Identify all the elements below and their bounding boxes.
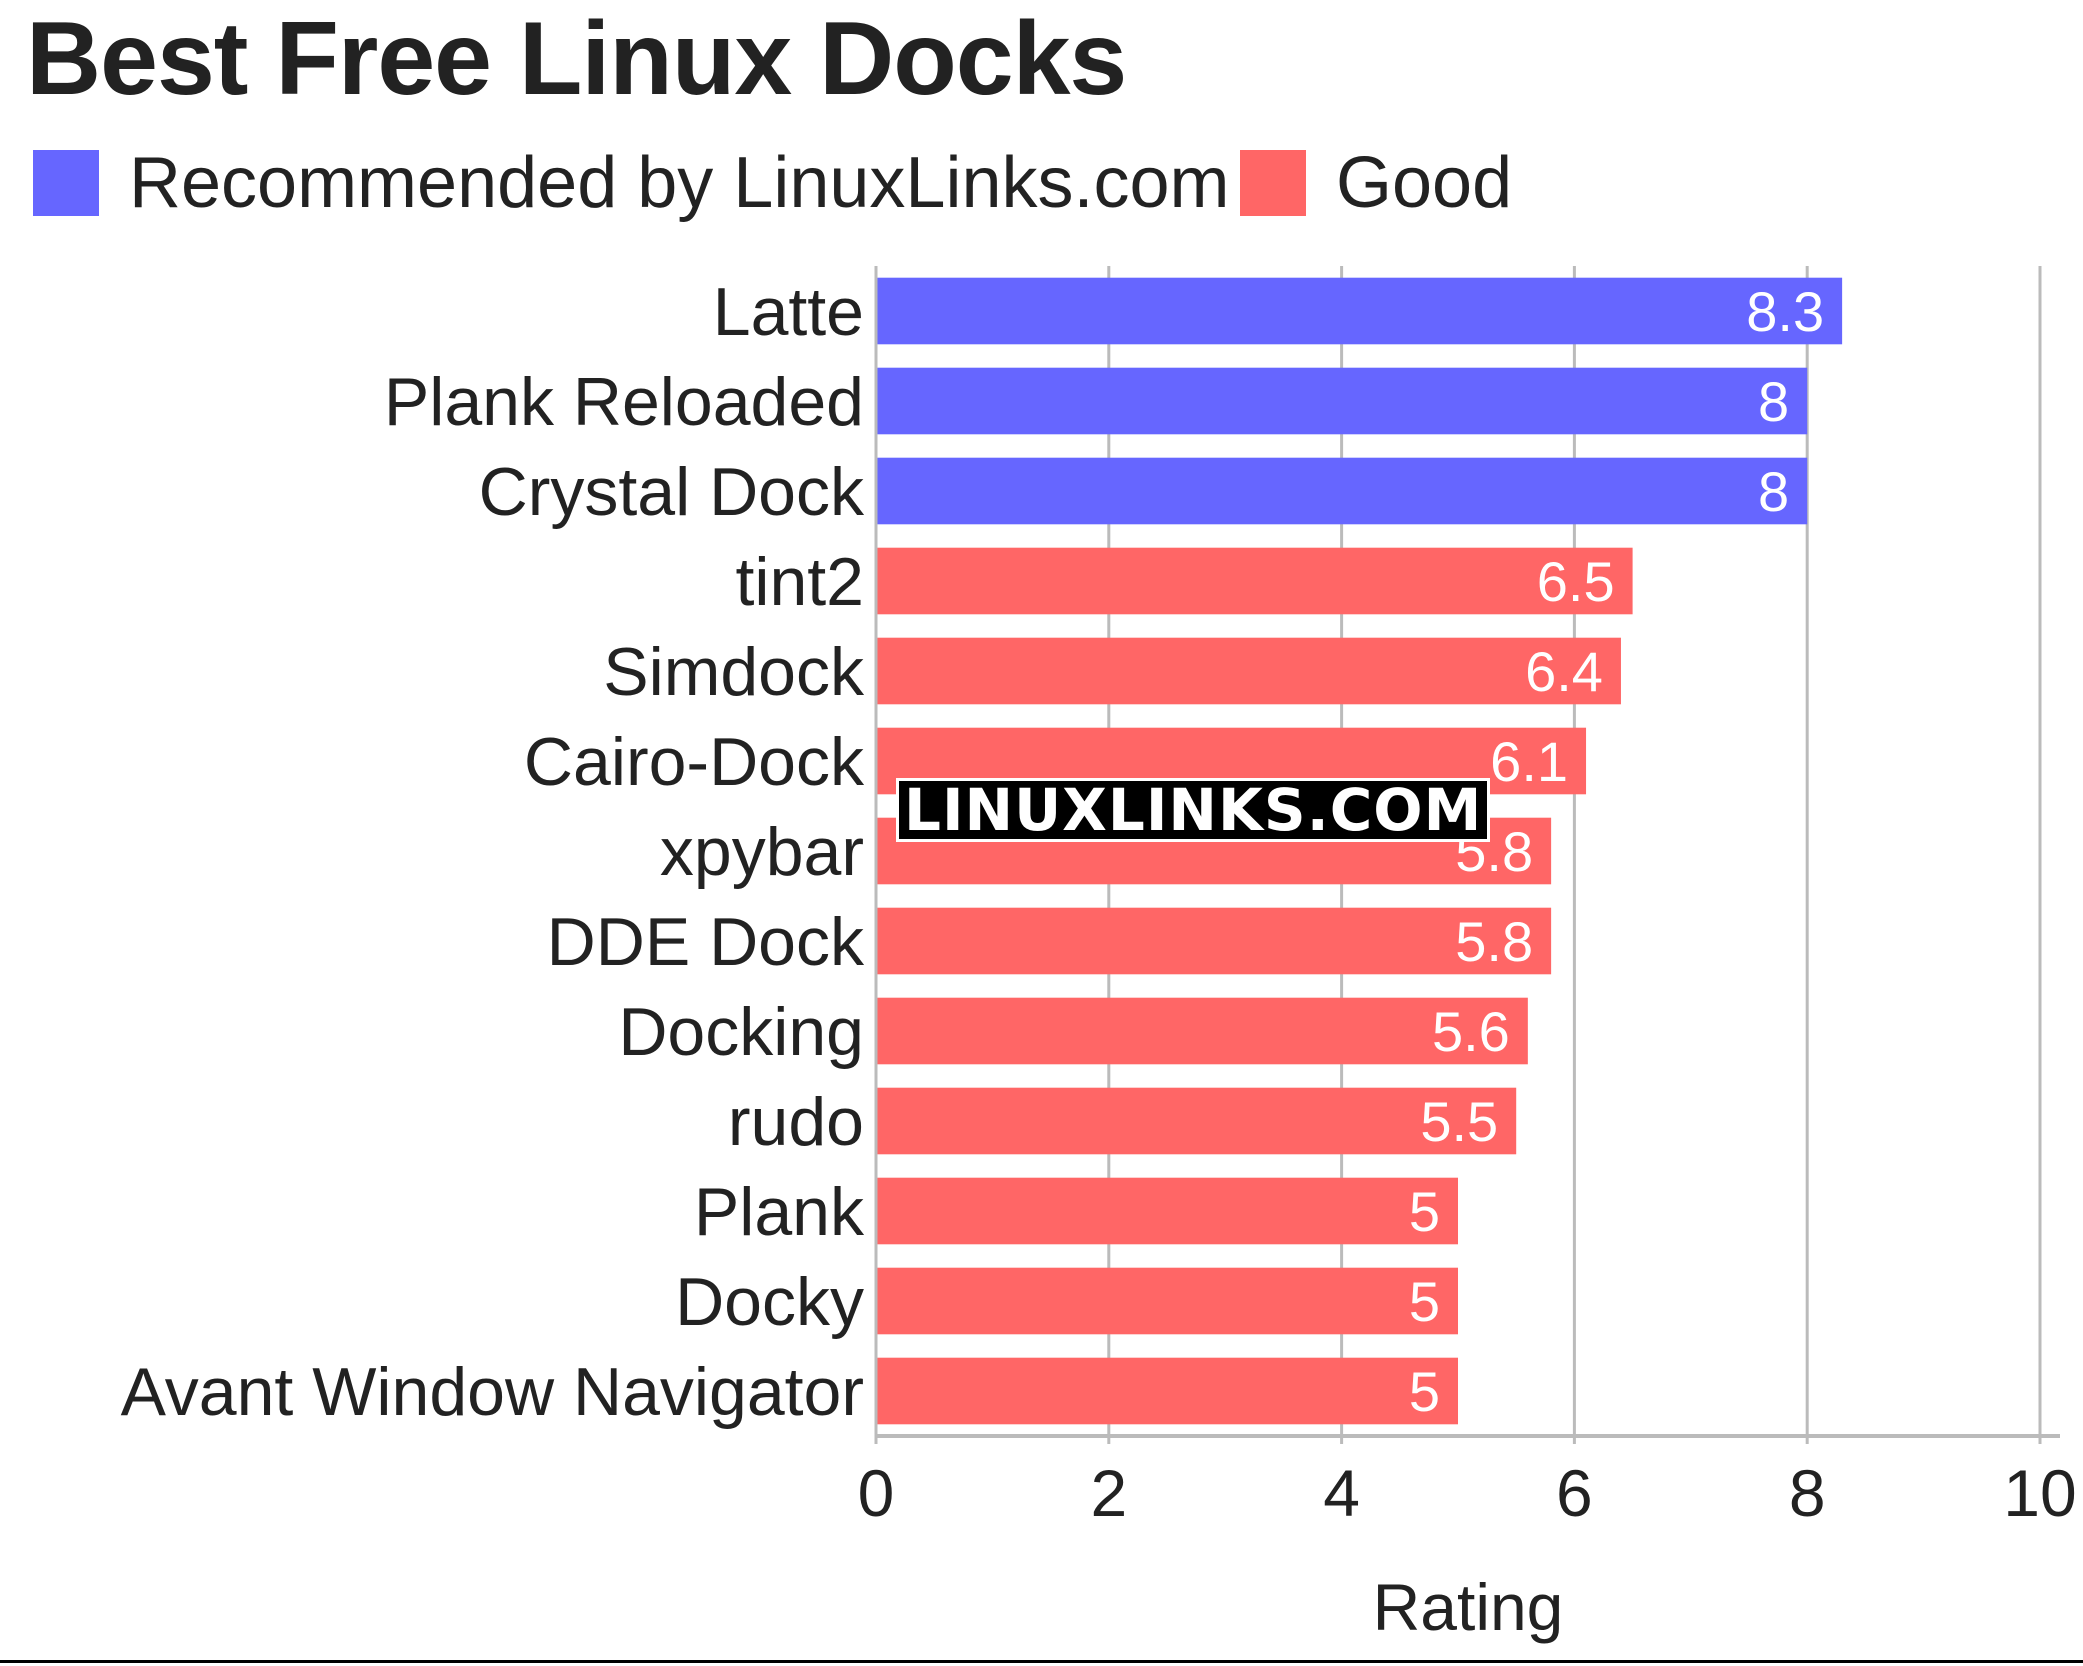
category-label: Avant Window Navigator — [121, 1354, 864, 1430]
bar — [876, 1357, 1458, 1425]
legend-label-recommended: Recommended by LinuxLinks.com — [129, 143, 1230, 223]
value-label: 5.8 — [1455, 910, 1533, 973]
bar — [876, 277, 1843, 345]
value-label: 8 — [1758, 460, 1789, 523]
x-tick-label: 0 — [858, 1456, 895, 1530]
category-label: Plank Reloaded — [384, 364, 864, 440]
category-label: Docking — [618, 994, 864, 1070]
value-label: 6.4 — [1525, 640, 1603, 703]
value-label: 6.5 — [1537, 550, 1615, 613]
legend-swatch-good — [1240, 150, 1306, 216]
bar — [876, 457, 1808, 525]
x-axis-label: Rating — [1373, 1570, 1564, 1644]
category-label: Cairo-Dock — [524, 724, 865, 800]
category-label: xpybar — [660, 814, 864, 890]
bars: Latte 8.3 Plank Reloaded 8 Crystal Dock 8 tint… — [121, 274, 1843, 1430]
value-label: 6.1 — [1490, 730, 1568, 793]
x-tick-label: 8 — [1789, 1456, 1826, 1530]
bar — [876, 637, 1621, 705]
category-label: Latte — [713, 274, 864, 350]
chart-title: Best Free Linux Docks — [26, 1, 1127, 117]
value-label: 5.5 — [1420, 1090, 1498, 1153]
bar — [876, 907, 1552, 975]
legend-swatch-recommended — [33, 150, 99, 216]
value-label: 8 — [1758, 370, 1789, 433]
value-label: 5.6 — [1432, 1000, 1510, 1063]
category-label: DDE Dock — [547, 904, 865, 980]
category-label: Simdock — [603, 634, 865, 710]
x-tick-label: 10 — [2003, 1456, 2076, 1530]
value-label: 5 — [1409, 1180, 1440, 1243]
legend-item-recommended: Recommended by LinuxLinks.com — [33, 143, 1230, 223]
bar — [876, 1267, 1458, 1335]
x-tick-label: 6 — [1556, 1456, 1593, 1530]
category-label: Plank — [694, 1174, 865, 1250]
watermark: LINUXLINKS.COM — [895, 778, 1491, 842]
category-label: Docky — [675, 1264, 864, 1340]
x-axis: 0 2 4 6 8 10 — [858, 266, 2077, 1530]
x-tick-label: 2 — [1090, 1456, 1127, 1530]
value-label: 8.3 — [1746, 280, 1824, 343]
bar — [876, 1177, 1458, 1245]
bar — [876, 1087, 1517, 1155]
bar — [876, 367, 1808, 435]
legend-label-good: Good — [1336, 143, 1513, 223]
bar — [876, 997, 1528, 1065]
legend-item-good: Good — [1240, 143, 1513, 223]
bottom-rule — [0, 1660, 2083, 1663]
value-label: 5 — [1409, 1270, 1440, 1333]
value-label: 5 — [1409, 1360, 1440, 1423]
category-label: rudo — [728, 1084, 864, 1160]
bar — [876, 547, 1633, 615]
category-label: tint2 — [735, 544, 864, 620]
x-tick-label: 4 — [1323, 1456, 1360, 1530]
category-label: Crystal Dock — [479, 454, 865, 530]
